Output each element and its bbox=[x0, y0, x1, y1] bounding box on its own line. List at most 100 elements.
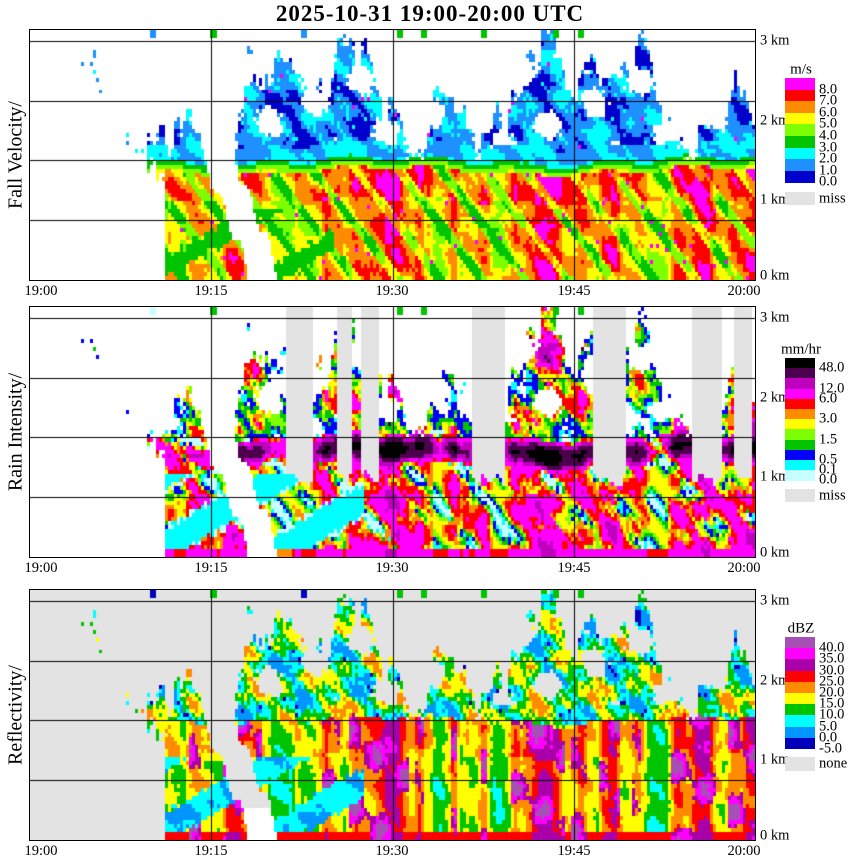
legend-title: mm/hr bbox=[781, 341, 821, 358]
height-tick-label: 1 km bbox=[760, 751, 790, 768]
legend-tick-label: 0.5 bbox=[819, 451, 838, 468]
legend-color-swatch bbox=[785, 737, 815, 750]
height-tick-label: 3 km bbox=[760, 592, 790, 609]
legend-color-swatch bbox=[785, 358, 815, 369]
legend-tick-label: 0.0 bbox=[819, 729, 838, 746]
legend-miss-label: miss bbox=[819, 487, 846, 503]
time-tick-label: 19:15 bbox=[194, 560, 228, 576]
time-tick-label: 20:00 bbox=[727, 283, 761, 299]
legend-color-swatch bbox=[785, 136, 815, 149]
time-tick-label: 19:30 bbox=[375, 560, 409, 576]
height-tick-label: 1 km bbox=[760, 468, 790, 485]
time-tick-label: 20:00 bbox=[727, 560, 761, 576]
time-tick-label: 19:30 bbox=[375, 843, 409, 859]
legend-color-swatch bbox=[785, 368, 815, 379]
legend-tick-label: 25.0 bbox=[819, 673, 845, 690]
legend-color-swatch bbox=[785, 89, 815, 102]
legend-color-swatch bbox=[785, 670, 815, 683]
time-tick-label: 19:45 bbox=[557, 843, 591, 859]
legend-tick-label: 3.0 bbox=[819, 410, 838, 427]
height-tick-label: 3 km bbox=[760, 32, 790, 49]
legend-color-swatch bbox=[785, 101, 815, 114]
legend-color-swatch bbox=[785, 726, 815, 739]
legend-tick-label: 4.0 bbox=[819, 127, 838, 144]
legend-color-swatch bbox=[785, 439, 815, 451]
legend-color-swatch bbox=[785, 147, 815, 160]
legend-tick-label: 3.0 bbox=[819, 139, 838, 156]
legend-tick-label: 10.0 bbox=[819, 706, 845, 723]
time-tick-label: 19:00 bbox=[24, 560, 58, 576]
legend-color-swatch bbox=[785, 637, 815, 649]
legend-color-swatch bbox=[785, 470, 815, 481]
legend-color-swatch bbox=[785, 398, 815, 410]
rain-intensity-heatmap bbox=[30, 307, 755, 557]
legend-tick-label: 1.5 bbox=[819, 431, 838, 448]
height-tick-label: 0 km bbox=[760, 544, 790, 561]
legend-miss-swatch bbox=[785, 757, 815, 771]
legend-tick-label: 6.0 bbox=[819, 390, 838, 407]
plot-title: 2025-10-31 19:00-20:00 UTC bbox=[275, 1, 585, 26]
reflectivity-heatmap bbox=[30, 590, 755, 840]
height-tick-label: 2 km bbox=[760, 389, 790, 406]
fall-velocity-heatmap bbox=[30, 30, 755, 280]
time-tick-label: 19:45 bbox=[557, 560, 591, 576]
legend-miss-label: none bbox=[819, 755, 848, 772]
rain-intensity-axis-label: Rain Intensity/ bbox=[4, 372, 27, 492]
legend-miss-label: miss bbox=[819, 190, 846, 206]
legend-tick-label: 5.0 bbox=[819, 115, 838, 132]
legend-tick-label: 0.1 bbox=[819, 461, 838, 478]
legend-tick-label: 20.0 bbox=[819, 684, 845, 701]
legend-tick-label: 15.0 bbox=[819, 695, 845, 712]
height-tick-label: 0 km bbox=[760, 267, 790, 284]
legend-color-swatch bbox=[785, 704, 815, 716]
legend-tick-label: 0.0 bbox=[819, 173, 838, 190]
height-tick-label: 0 km bbox=[760, 827, 790, 844]
legend-tick-label: -5.0 bbox=[819, 740, 842, 757]
legend-color-swatch bbox=[785, 460, 815, 471]
legend-tick-label: 2.0 bbox=[819, 150, 838, 167]
time-tick-label: 19:15 bbox=[194, 283, 228, 299]
legend-tick-label: 6.0 bbox=[819, 104, 838, 121]
legend-tick-label: 5.0 bbox=[819, 718, 838, 735]
time-tick-label: 19:15 bbox=[194, 843, 228, 859]
legend-color-swatch bbox=[785, 681, 815, 694]
height-tick-label: 2 km bbox=[760, 672, 790, 689]
height-tick-label: 3 km bbox=[760, 309, 790, 326]
legend-color-swatch bbox=[785, 112, 815, 125]
legend-color-swatch bbox=[785, 124, 815, 137]
height-tick-label: 1 km bbox=[760, 191, 790, 208]
fall-velocity-axis-label: Fall Velocity/ bbox=[4, 101, 27, 209]
time-tick-label: 19:30 bbox=[375, 283, 409, 299]
legend-tick-label: 40.0 bbox=[819, 639, 845, 656]
height-tick-label: 2 km bbox=[760, 112, 790, 129]
legend-tick-label: 30.0 bbox=[819, 662, 845, 679]
time-tick-label: 20:00 bbox=[727, 843, 761, 859]
legend-title: m/s bbox=[790, 61, 812, 78]
legend-miss-swatch bbox=[785, 192, 815, 205]
legend-color-swatch bbox=[785, 449, 815, 461]
legend-color-swatch bbox=[785, 159, 815, 172]
reflectivity-axis-label: Reflectivity/ bbox=[4, 665, 27, 765]
time-tick-label: 19:45 bbox=[557, 283, 591, 299]
legend-color-swatch bbox=[785, 378, 815, 390]
legend-color-swatch bbox=[785, 693, 815, 705]
time-tick-label: 19:00 bbox=[24, 283, 58, 299]
legend-tick-label: 8.0 bbox=[819, 81, 838, 98]
legend-color-swatch bbox=[785, 715, 815, 728]
panel-reflectivity bbox=[29, 589, 756, 841]
legend-tick-label: 48.0 bbox=[819, 359, 845, 376]
legend-color-swatch bbox=[785, 170, 815, 183]
time-tick-label: 19:00 bbox=[24, 843, 58, 859]
legend-color-swatch bbox=[785, 78, 815, 91]
panel-rain-intensity bbox=[29, 306, 756, 558]
legend-tick-label: 35.0 bbox=[819, 650, 845, 667]
legend-color-swatch bbox=[785, 409, 815, 420]
legend-tick-label: 7.0 bbox=[819, 92, 838, 109]
legend-color-swatch bbox=[785, 419, 815, 430]
legend-color-swatch bbox=[785, 429, 815, 441]
legend-tick-label: 12.0 bbox=[819, 380, 845, 397]
legend-tick-label: 0.0 bbox=[819, 471, 838, 488]
legend-color-swatch bbox=[785, 648, 815, 660]
legend-color-swatch bbox=[785, 388, 815, 400]
